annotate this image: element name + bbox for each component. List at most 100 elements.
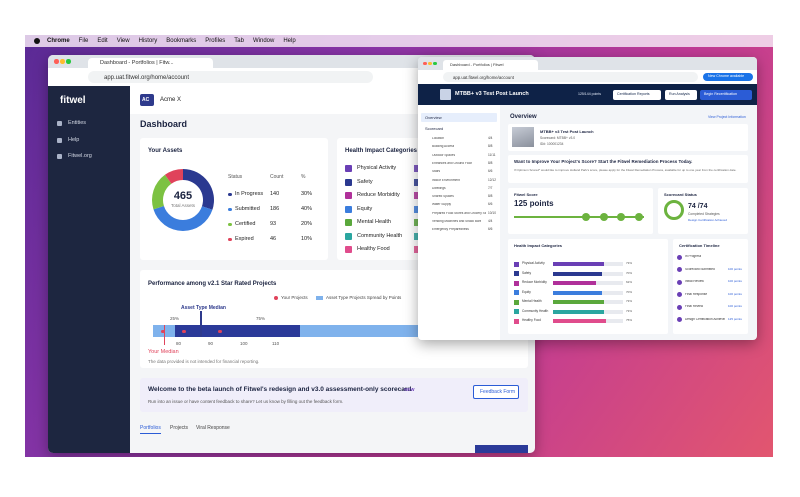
card-title: Health Impact Categories xyxy=(345,148,418,154)
nav-item[interactable]: Fitwel.org xyxy=(68,153,92,159)
category-bar xyxy=(553,281,597,285)
nav-subitem[interactable]: Outdoor Spaces xyxy=(432,153,456,157)
category-icon xyxy=(345,165,352,172)
axis-label: 100 xyxy=(240,341,248,346)
browser-window: Dashboard - Portfolios | Fitwel app.uat.f… xyxy=(418,57,757,340)
score-milestone xyxy=(617,213,625,221)
nav-subitem[interactable]: Dwellings xyxy=(432,186,446,190)
nav-subitem[interactable]: Entrances and Ground Floor xyxy=(432,161,473,165)
nav-subitem[interactable]: Prepared Food Stores and Grocery Stores xyxy=(432,211,486,215)
desktop: Chrome File Edit View History Bookmarks Profil… xyxy=(25,35,773,457)
nav-subitem[interactable]: Water Supply xyxy=(432,203,452,207)
nav-count: 8/8 xyxy=(488,144,493,149)
project-image xyxy=(512,127,534,147)
window-control xyxy=(433,61,437,65)
category-name: Community Health xyxy=(357,232,403,239)
nav-subitem[interactable]: Building Access xyxy=(432,145,455,149)
timeline-dot xyxy=(677,267,682,272)
donut-segment xyxy=(164,169,183,184)
menu-item[interactable]: Bookmarks xyxy=(166,38,197,44)
menu-item[interactable]: File xyxy=(78,38,89,44)
menu-item[interactable]: View xyxy=(116,38,130,44)
header-button[interactable] xyxy=(700,90,752,100)
category-icon xyxy=(514,318,519,324)
remediation-card xyxy=(508,155,748,183)
banner-title: Welcome to the beta launch of Fitwel's r… xyxy=(148,386,412,393)
link[interactable]: View Project Information xyxy=(708,115,746,119)
menu-item[interactable]: Edit xyxy=(97,38,108,44)
account-name[interactable]: Acme X xyxy=(160,97,182,103)
button-label: Feedback Form xyxy=(480,388,516,395)
nav-subitem[interactable]: Shared Spaces xyxy=(432,195,454,199)
menu-item[interactable]: Chrome xyxy=(47,38,70,44)
axis-label: 90 xyxy=(208,341,214,346)
timeline-step: In Progress xyxy=(685,255,702,258)
button-label: Certification Reports xyxy=(617,92,650,97)
value-label: 62% xyxy=(626,280,633,285)
url-field xyxy=(443,72,698,82)
category-icon xyxy=(345,192,352,199)
timeline-step: Scorecard Submitted xyxy=(685,267,715,271)
donut-segment xyxy=(183,169,214,210)
nav-subitem[interactable]: Vending Machines and Snack Bars xyxy=(432,220,482,223)
category-icon xyxy=(345,178,352,186)
sidebar xyxy=(418,105,500,340)
sidebar xyxy=(48,86,130,453)
menu-item[interactable]: Help xyxy=(283,38,296,44)
category-bar xyxy=(553,309,605,314)
header-button[interactable] xyxy=(613,90,661,100)
project-title: MTBB+ v3 Test Post Launch xyxy=(455,91,529,97)
remediation-text: If Optimum Scored* would like to improve… xyxy=(514,168,737,172)
nav-item[interactable]: Help xyxy=(68,136,80,143)
tab-link[interactable]: Viral Response xyxy=(196,425,230,431)
tab-link[interactable]: Projects xyxy=(170,425,189,431)
nav-count: 4/4 xyxy=(488,219,493,223)
feedback-button[interactable] xyxy=(473,385,519,399)
score-track xyxy=(514,216,644,218)
nav-subitem[interactable]: Indoor Environment xyxy=(432,178,460,182)
score-milestone xyxy=(582,213,590,221)
percent: 20% xyxy=(301,221,313,227)
menu-item[interactable]: History xyxy=(138,38,158,44)
status-text: Completed Strategies xyxy=(688,212,720,216)
nav-count: 6/6 xyxy=(488,227,493,232)
card-title: Your Assets xyxy=(148,148,183,154)
points-badge: 125/144 points xyxy=(578,92,601,96)
menu-item[interactable]: Tab xyxy=(234,38,244,44)
quartile-label: 75% xyxy=(256,316,266,321)
value-label: 73% xyxy=(626,299,633,304)
status: In Progress xyxy=(235,191,264,197)
new-tag: NEW xyxy=(404,387,415,392)
timeline-step: Final Review xyxy=(685,305,704,308)
nav-item[interactable]: Entities xyxy=(68,120,87,126)
percent: 30% xyxy=(301,191,313,197)
timeline-dot xyxy=(677,304,682,310)
menu-item[interactable]: Profiles xyxy=(205,38,226,44)
category-name: Equity xyxy=(522,289,531,294)
nav-subitem[interactable]: Emergency Preparedness xyxy=(432,228,469,232)
banner-text: Run into an issue or have content feedba… xyxy=(148,399,344,404)
tab-link[interactable]: Portfolios xyxy=(140,426,161,434)
project-dot xyxy=(182,329,186,333)
column-header: % xyxy=(301,174,306,180)
status-ring xyxy=(664,200,684,220)
category-name: Physical Activity xyxy=(522,261,545,265)
remediation-title: Want to Improve Your Project's Score? St… xyxy=(514,159,693,164)
window-control xyxy=(60,59,65,64)
percent: 10% xyxy=(301,236,313,242)
category-name: Physical Activity xyxy=(357,165,397,171)
nav-subitem[interactable]: Location xyxy=(432,137,445,140)
menu-item[interactable]: Window xyxy=(252,38,275,44)
nav-subitem[interactable]: Stairs xyxy=(432,170,441,174)
header-button[interactable] xyxy=(665,90,697,100)
timeline-step: Design Certification Achieved xyxy=(685,317,725,321)
nav-count: 7/7 xyxy=(488,185,493,190)
update-button[interactable] xyxy=(703,73,753,81)
menu-bar: Chrome File Edit View History Bookmarks Profil… xyxy=(25,35,773,47)
nav-count: 8/8 xyxy=(488,194,493,199)
nav-icon xyxy=(57,137,62,143)
timeline-points: 100 points xyxy=(728,266,742,271)
category-name: Equity xyxy=(357,205,373,212)
status-sub: Design Certification Achieved xyxy=(688,218,728,222)
